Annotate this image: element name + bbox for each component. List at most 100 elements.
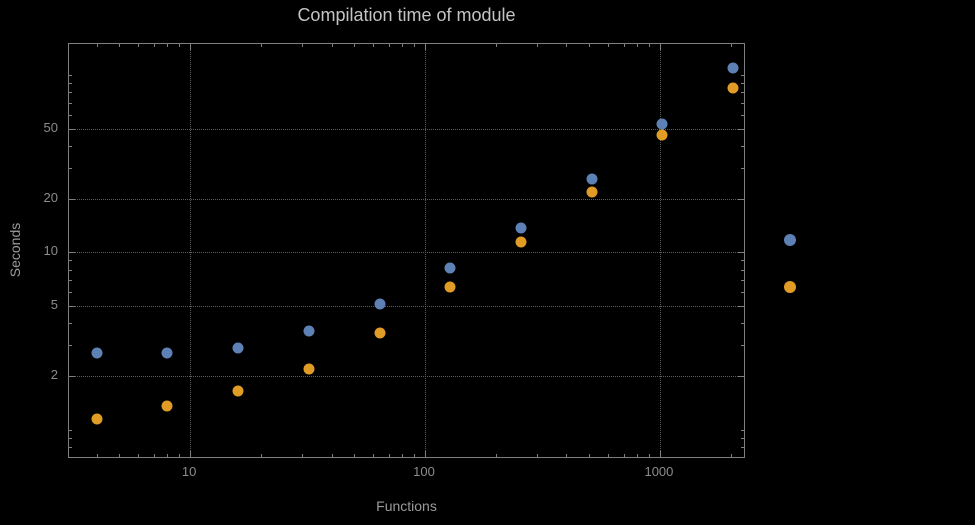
y-tick-mark — [741, 457, 744, 458]
y-tick-mark — [69, 102, 72, 104]
x-gridline — [659, 44, 661, 457]
x-tick-mark — [649, 454, 651, 457]
x-tick-mark — [537, 454, 539, 457]
data-point-series-2-orange — [232, 385, 244, 397]
y-tick-mark — [741, 279, 744, 281]
x-tick-label: 100 — [413, 464, 435, 479]
x-tick-mark — [260, 44, 262, 47]
y-tick-mark — [741, 260, 744, 262]
x-tick-mark — [119, 454, 121, 457]
x-tick-mark — [495, 44, 497, 47]
y-tick-mark — [69, 457, 72, 458]
x-tick-mark — [96, 44, 98, 47]
y-tick-mark — [69, 429, 72, 431]
data-point-series-2-orange — [161, 400, 173, 412]
x-tick-mark — [302, 454, 304, 457]
data-point-series-2-orange — [374, 327, 385, 339]
x-tick-mark — [623, 44, 625, 47]
legend-marker-series-1-blue — [784, 234, 796, 246]
x-tick-mark — [302, 44, 304, 47]
y-tick-mark — [69, 145, 72, 147]
x-tick-mark — [649, 44, 651, 47]
x-tick-mark — [566, 454, 568, 457]
data-point-series-2-orange — [303, 363, 315, 375]
y-tick-label: 20 — [43, 189, 58, 205]
y-tick-mark — [69, 345, 72, 347]
y-tick-mark — [69, 260, 72, 262]
y-gridline — [69, 376, 744, 378]
data-point-series-1-blue — [656, 118, 668, 130]
x-tick-mark — [637, 44, 639, 47]
x-tick-mark — [537, 44, 539, 47]
x-tick-mark — [167, 44, 169, 47]
y-tick-mark — [738, 376, 744, 378]
y-tick-mark — [741, 429, 744, 431]
x-tick-mark — [354, 454, 356, 457]
y-tick-label: 5 — [50, 296, 58, 312]
data-point-series-1-blue — [303, 325, 315, 337]
y-gridline — [69, 128, 744, 130]
x-tick-mark — [372, 44, 374, 47]
plot-title: Compilation time of module — [297, 5, 516, 25]
data-point-series-1-blue — [161, 347, 173, 359]
y-tick-mark — [741, 291, 744, 293]
x-tick-mark — [354, 44, 356, 47]
y-tick-mark — [69, 446, 72, 448]
x-tick-mark — [495, 454, 497, 457]
x-tick-label: 1000 — [644, 464, 674, 479]
x-gridline — [190, 44, 192, 457]
data-point-series-1-blue — [232, 342, 244, 354]
y-tick-mark — [69, 291, 72, 293]
y-tick-mark — [69, 437, 72, 439]
data-point-series-1-blue — [515, 222, 527, 234]
legend-marker-series-2-orange — [784, 281, 796, 293]
y-gridline — [69, 252, 744, 254]
y-tick-mark — [738, 305, 744, 307]
y-tick-mark — [69, 83, 72, 85]
data-point-series-1-blue — [444, 262, 456, 274]
y-gridline — [69, 305, 744, 307]
y-tick-mark — [69, 252, 75, 254]
x-tick-mark — [153, 44, 155, 47]
y-tick-mark — [741, 102, 744, 104]
x-tick-mark — [659, 44, 661, 50]
data-point-series-2-orange — [727, 82, 739, 94]
x-tick-mark — [138, 44, 140, 47]
y-tick-mark — [741, 83, 744, 85]
x-tick-mark — [607, 44, 609, 47]
x-tick-mark — [388, 44, 390, 47]
y-tick-mark — [69, 279, 72, 281]
y-tick-mark — [741, 145, 744, 147]
data-point-series-1-blue — [91, 347, 103, 359]
y-tick-mark — [69, 376, 75, 378]
y-tick-mark — [69, 305, 75, 307]
x-tick-mark — [190, 451, 192, 457]
x-gridline — [425, 44, 427, 457]
x-tick-mark — [372, 454, 374, 457]
y-tick-mark — [69, 269, 72, 271]
y-tick-mark — [741, 114, 744, 116]
data-point-series-2-orange — [586, 186, 598, 198]
y-tick-mark — [738, 199, 744, 201]
data-point-series-2-orange — [91, 413, 103, 425]
y-tick-mark — [738, 128, 744, 130]
y-tick-mark — [741, 345, 744, 347]
x-tick-mark — [623, 454, 625, 457]
y-tick-mark — [741, 92, 744, 94]
x-tick-mark — [730, 454, 732, 457]
x-tick-mark — [589, 454, 591, 457]
y-tick-mark — [741, 167, 744, 169]
x-tick-mark — [153, 454, 155, 457]
data-point-series-1-blue — [374, 298, 385, 310]
x-tick-mark — [637, 454, 639, 457]
x-tick-mark — [414, 454, 416, 457]
x-tick-mark — [607, 454, 609, 457]
data-point-series-2-orange — [444, 281, 456, 293]
x-tick-mark — [179, 44, 181, 47]
x-tick-label: 10 — [181, 464, 197, 479]
x-tick-mark — [179, 454, 181, 457]
data-point-series-1-blue — [727, 62, 739, 74]
x-tick-mark — [730, 44, 732, 47]
y-tick-label: 10 — [43, 243, 58, 259]
